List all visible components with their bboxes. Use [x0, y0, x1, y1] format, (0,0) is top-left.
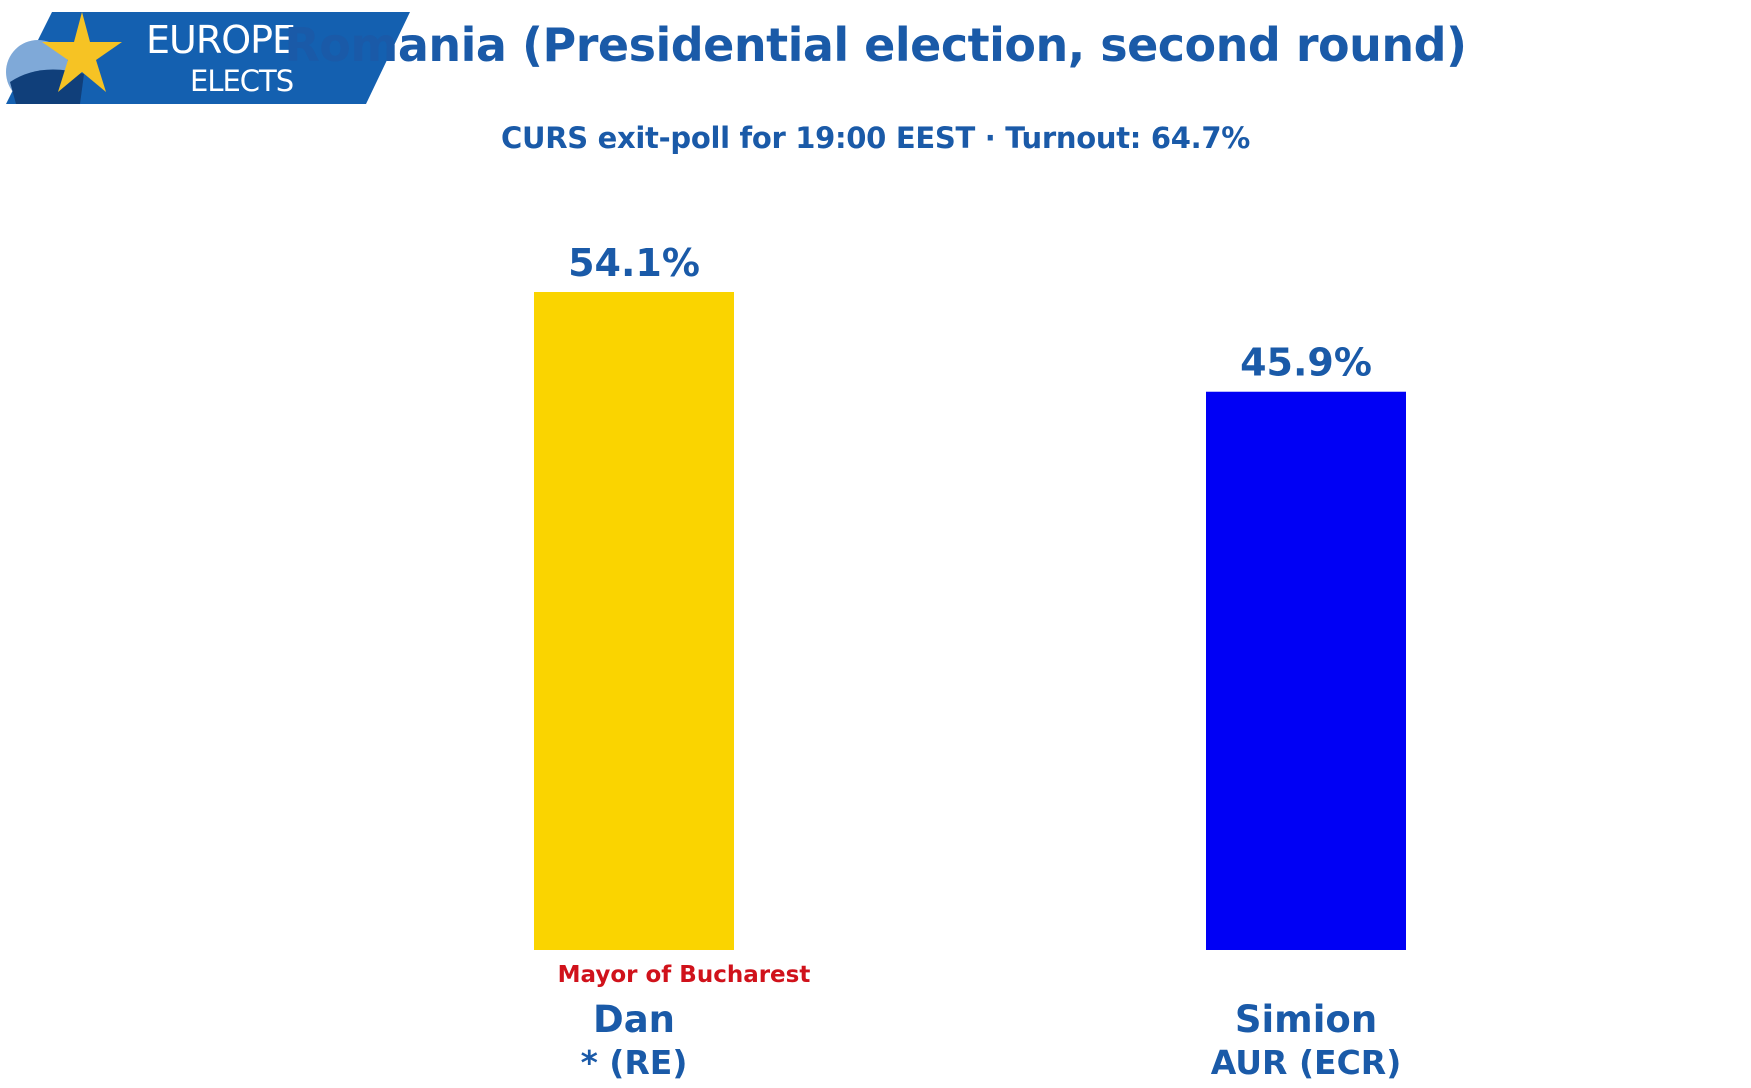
party-label-dan: * (RE): [581, 1043, 688, 1082]
chart-subtitle: CURS exit-poll for 19:00 EEST · Turnout:…: [501, 121, 1250, 155]
logo-graphic: [6, 12, 410, 104]
logo-text-elects: ELECTS: [190, 64, 294, 98]
category-label-dan: Dan: [593, 998, 675, 1041]
data-label-dan: 54.1%: [568, 241, 700, 285]
logo-text-europe: EUROPE: [146, 18, 296, 62]
category-label-simion: Simion: [1235, 998, 1377, 1041]
europe-elects-logo: EUROPE ELECTS: [0, 0, 420, 115]
bar-dan: [534, 292, 734, 950]
bar-simion: [1206, 391, 1406, 950]
data-label-simion: 45.9%: [1240, 341, 1372, 385]
chart-title: Romania (Presidential election, second r…: [284, 18, 1467, 72]
party-label-simion: AUR (ECR): [1211, 1043, 1402, 1082]
annotation-dan: Mayor of Bucharest: [558, 962, 811, 988]
